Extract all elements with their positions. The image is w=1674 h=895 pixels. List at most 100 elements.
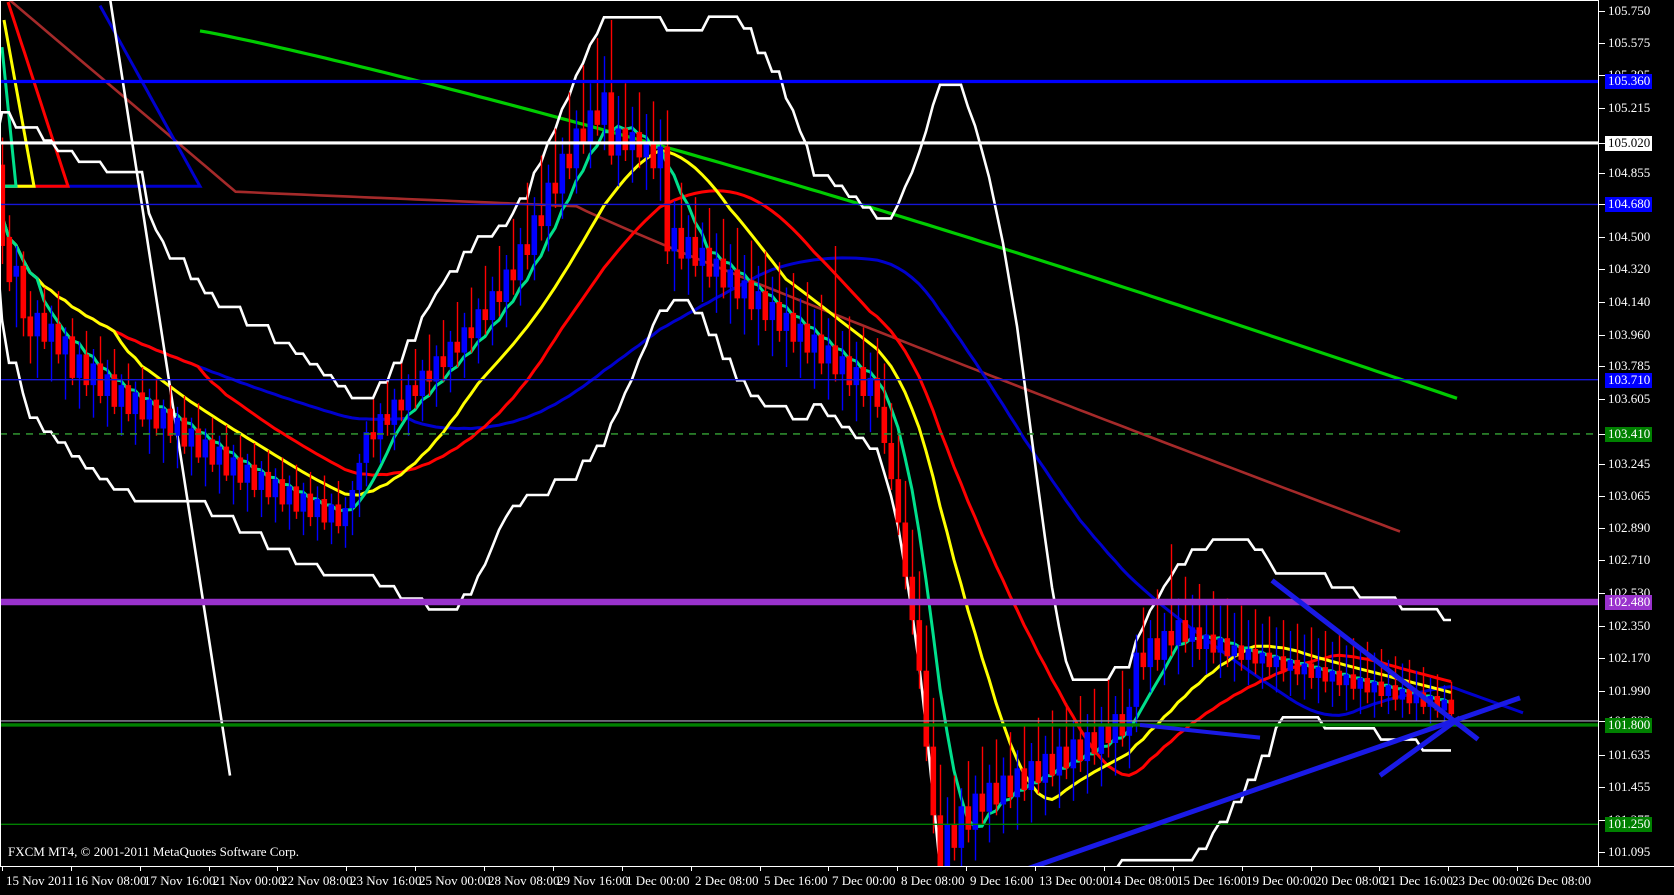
candle-body[interactable]: [195, 428, 202, 458]
candle-body[interactable]: [706, 247, 713, 277]
candle-body[interactable]: [13, 265, 20, 277]
candle-body[interactable]: [874, 377, 881, 407]
candle-body[interactable]: [111, 374, 118, 407]
candle-body[interactable]: [853, 367, 860, 386]
candle-body[interactable]: [559, 153, 566, 194]
candle-body[interactable]: [1224, 638, 1231, 657]
candle-body[interactable]: [1308, 663, 1315, 678]
candle-body[interactable]: [1385, 685, 1392, 697]
candle-body[interactable]: [391, 399, 398, 425]
candle-body[interactable]: [1028, 761, 1035, 791]
candle-body[interactable]: [468, 327, 475, 339]
price-marker-label[interactable]: 104.680: [1605, 197, 1653, 212]
candle-body[interactable]: [762, 291, 769, 321]
candle-body[interactable]: [0, 164, 6, 246]
candle-body[interactable]: [55, 323, 62, 355]
candle-body[interactable]: [1175, 620, 1182, 646]
candle-body[interactable]: [433, 356, 440, 382]
candle-body[interactable]: [440, 356, 447, 368]
candle-body[interactable]: [909, 576, 916, 621]
price-marker-label[interactable]: 101.800: [1605, 718, 1653, 733]
candle-body[interactable]: [1147, 638, 1154, 668]
candle-body[interactable]: [237, 457, 244, 483]
candle-body[interactable]: [370, 432, 377, 440]
candle-body[interactable]: [188, 428, 195, 447]
candle-body[interactable]: [755, 291, 762, 310]
candle-body[interactable]: [1098, 724, 1105, 754]
candle-body[interactable]: [1168, 630, 1175, 646]
candle-body[interactable]: [153, 399, 160, 429]
candle-body[interactable]: [1203, 634, 1210, 650]
trendline-flat-mid[interactable]: [1139, 722, 1261, 740]
candle-body[interactable]: [1042, 753, 1049, 783]
candle-body[interactable]: [629, 132, 636, 151]
candle-body[interactable]: [377, 414, 384, 440]
candle-body[interactable]: [741, 280, 748, 299]
candle-body[interactable]: [1105, 724, 1112, 744]
price-marker-label[interactable]: 101.250: [1605, 817, 1653, 832]
price-marker-label[interactable]: 103.410: [1605, 427, 1653, 442]
candle-body[interactable]: [888, 442, 895, 480]
candle-body[interactable]: [608, 92, 615, 156]
time-scale[interactable]: 15 Nov 2011 16 Nov 08:00 17 Nov 16:00 21 No…: [0, 867, 1674, 895]
candle-body[interactable]: [1014, 768, 1021, 798]
candle-body[interactable]: [881, 406, 888, 443]
candle-body[interactable]: [1413, 692, 1420, 704]
candle-body[interactable]: [104, 374, 111, 396]
price-marker-label[interactable]: 105.020: [1605, 136, 1653, 151]
candle-body[interactable]: [937, 815, 944, 866]
candle-body[interactable]: [90, 363, 97, 386]
candle-body[interactable]: [160, 408, 167, 429]
candle-body[interactable]: [643, 142, 650, 158]
candle-body[interactable]: [139, 392, 146, 420]
chart-plot-area[interactable]: [0, 0, 1598, 866]
candle-body[interactable]: [454, 341, 461, 353]
candle-body[interactable]: [951, 824, 958, 848]
candle-body[interactable]: [1301, 663, 1308, 675]
candle-body[interactable]: [720, 258, 727, 288]
candle-body[interactable]: [993, 782, 1000, 805]
candle-body[interactable]: [398, 399, 405, 411]
candle-body[interactable]: [1112, 714, 1119, 744]
candle-body[interactable]: [146, 399, 153, 420]
price-scale[interactable]: 105.750105.575105.395105.215105.020104.8…: [1599, 0, 1674, 866]
candle-body[interactable]: [930, 746, 937, 816]
candle-body[interactable]: [1364, 677, 1371, 693]
candle-body[interactable]: [979, 793, 986, 812]
candle-body[interactable]: [1315, 667, 1322, 678]
candle-body[interactable]: [1280, 656, 1287, 671]
candle-body[interactable]: [328, 504, 335, 523]
candle-body[interactable]: [790, 312, 797, 342]
candle-body[interactable]: [1238, 645, 1245, 660]
candle-body[interactable]: [1266, 652, 1273, 668]
candle-body[interactable]: [622, 128, 629, 151]
candle-body[interactable]: [1371, 681, 1378, 693]
trendline-rising-support[interactable]: [1015, 695, 1521, 866]
candle-body[interactable]: [923, 670, 930, 747]
price-marker-label[interactable]: 105.360: [1605, 74, 1653, 89]
candle-body[interactable]: [174, 417, 181, 436]
candle-body[interactable]: [76, 354, 83, 378]
trendline-breakout[interactable]: [1378, 715, 1462, 778]
candle-body[interactable]: [363, 432, 370, 463]
candle-body[interactable]: [664, 146, 671, 252]
candle-body[interactable]: [293, 486, 300, 512]
candle-body[interactable]: [223, 446, 230, 476]
candle-body[interactable]: [230, 457, 237, 476]
candle-body[interactable]: [412, 385, 419, 396]
candle-body[interactable]: [1063, 746, 1070, 769]
candle-body[interactable]: [1406, 688, 1413, 704]
candle-body[interactable]: [125, 385, 132, 415]
candle-body[interactable]: [734, 269, 741, 299]
candle-body[interactable]: [895, 479, 902, 523]
candle-body[interactable]: [118, 385, 125, 407]
candle-body[interactable]: [447, 341, 454, 368]
candle-body[interactable]: [286, 486, 293, 505]
candle-body[interactable]: [1294, 659, 1301, 675]
candle-body[interactable]: [685, 236, 692, 259]
candle-body[interactable]: [34, 312, 41, 337]
candle-body[interactable]: [958, 806, 965, 848]
candle-body[interactable]: [573, 128, 580, 169]
candle-body[interactable]: [797, 323, 804, 342]
candle-body[interactable]: [692, 236, 699, 266]
